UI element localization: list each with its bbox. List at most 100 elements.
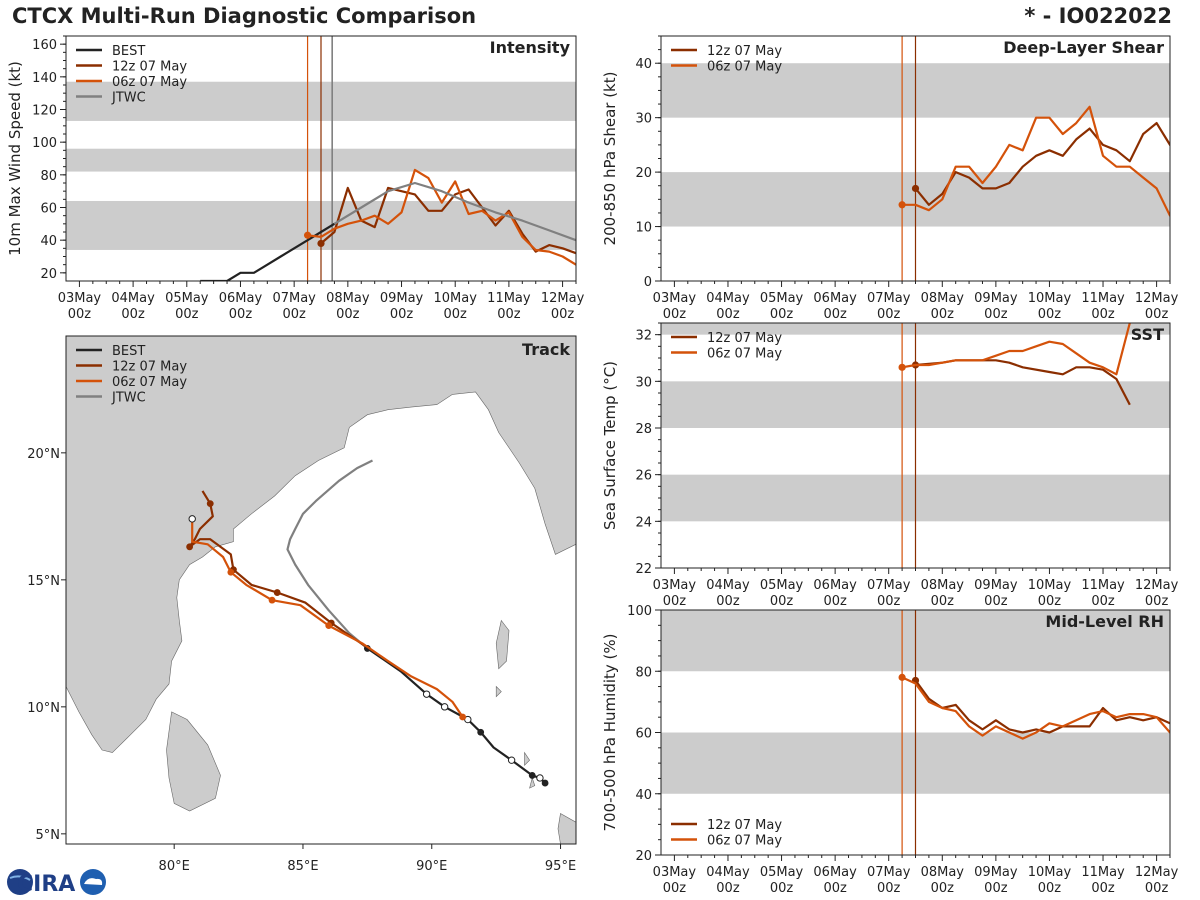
track-point-run06-14 [188,515,196,523]
landmass-island-2 [524,751,530,767]
intensity-x-tick-label-day: 08May [326,291,370,306]
cira-logo: CIRA [7,869,106,897]
track-point-run06-8 [268,596,276,604]
sst-y-tick-label: 28 [635,422,652,437]
shear-x-tick-label-day: 03May [653,291,697,306]
rh-legend-label-run06: 06z 07 May [707,834,782,849]
sst-y-tick-label: 32 [635,329,652,344]
intensity-panel: 2040608010012014016003May00z04May00z05Ma… [6,35,585,322]
shear-x-tick-label-hour: 00z [823,307,847,322]
shear-init-marker-run06 [898,201,906,209]
track-x-tick-label: 95°E [545,859,576,874]
rh-panel-title: Mid-Level RH [1045,612,1164,631]
rh-y-tick-label: 40 [635,788,652,803]
shear-init-marker-run12 [911,184,920,193]
shear-x-tick-label-day: 11May [1081,291,1125,306]
track-point-run12-13 [206,500,214,508]
rh-legend-label-run12: 12z 07 May [707,818,782,833]
track-point-run12-3 [273,589,281,596]
track-y-tick-label: 20°N [27,447,60,462]
sst-legend-label-run12: 12z 07 May [707,331,782,346]
rh-y-axis-label: 700-500 hPa Humidity (%) [601,633,619,831]
track-point-best-3 [507,756,516,764]
intensity-y-tick-label: 40 [40,234,57,249]
intensity-x-tick-label-day: 10May [433,291,477,306]
sst-x-tick-label-day: 08May [921,578,965,593]
track-point-run06-10 [227,568,235,576]
sst-x-tick-label-hour: 00z [663,594,687,609]
intensity-x-tick-label-hour: 00z [444,307,468,322]
intensity-legend-label-run06: 06z 07 May [112,75,187,90]
intensity-legend-label-best: BEST [112,44,145,59]
rh-x-tick-label-hour: 00z [1038,881,1062,896]
track-point-best-1 [536,774,544,782]
sst-y-tick-label: 30 [635,375,652,390]
sst-y-tick-label: 26 [635,469,652,484]
rh-x-tick-label-hour: 00z [931,881,955,896]
intensity-x-tick-label-day: 03May [58,291,102,306]
sst-x-tick-label-day: 09May [974,578,1018,593]
sst-x-tick-label-hour: 00z [716,594,740,609]
sst-x-tick-label-day: 04May [706,578,750,593]
shear-panel-title: Deep-Layer Shear [1003,38,1164,57]
sst-x-tick-label-hour: 00z [1038,594,1062,609]
rh-x-tick-label-day: 07May [867,865,911,880]
intensity-x-tick-label-hour: 00z [551,307,575,322]
track-legend-label-run12: 12z 07 May [112,360,187,375]
storm-id: * - IO022022 [1024,4,1172,28]
intensity-y-tick-label: 140 [32,71,57,86]
shear-x-tick-label-day: 08May [921,291,965,306]
intensity-x-tick-label-day: 09May [380,291,424,306]
intensity-x-tick-label-day: 11May [487,291,531,306]
rh-series-run12 [914,679,1170,734]
sst-plot-area [661,323,1170,568]
rh-series-run06 [901,676,1170,740]
sst-x-tick-label-hour: 00z [931,594,955,609]
shear-series-run06 [902,105,1170,217]
shear-y-tick-label: 30 [635,112,652,127]
track-point-run12-9 [186,543,194,551]
sst-init-marker-run06 [898,363,906,371]
rh-x-tick-label-day: 11May [1081,865,1125,880]
intensity-x-tick-label-hour: 00z [282,307,306,322]
track-legend-label-run06: 06z 07 May [112,375,187,390]
rh-x-tick-label-hour: 00z [1091,881,1115,896]
shear-x-tick-label-hour: 00z [877,307,901,322]
intensity-y-tick-label: 100 [32,136,57,151]
track-series-run06 [191,518,464,718]
track-x-tick-label: 85°E [287,859,318,874]
sst-x-tick-label-day: 12May [1135,578,1179,593]
shear-y-axis-label: 200-850 hPa Shear (kt) [601,72,619,246]
sst-x-tick-label-day: 03May [653,578,697,593]
rh-plot-area [661,610,1170,855]
logo-text: CIRA [17,872,75,897]
sst-y-axis-label: Sea Surface Temp (°C) [601,361,619,530]
shear-x-tick-label-day: 06May [813,291,857,306]
sst-x-tick-label-day: 11May [1081,578,1125,593]
shear-y-tick-label: 40 [635,57,652,72]
shear-x-tick-label-hour: 00z [1038,307,1062,322]
track-series-jtwc [286,459,373,650]
intensity-y-tick-label: 120 [32,104,57,119]
intensity-y-tick-label: 80 [40,169,57,184]
sst-series-run06 [901,323,1131,376]
shear-y-tick-label: 10 [635,221,652,236]
intensity-y-tick-label: 60 [40,202,57,217]
track-legend-label-best: BEST [112,344,145,359]
sst-x-tick-label-day: 10May [1028,578,1072,593]
track-x-tick-label: 90°E [416,859,447,874]
intensity-init-marker-run12 [317,239,325,248]
intensity-series-run12 [320,186,576,255]
track-panel: 80°E 85°E 90°E 95°E 5°N 10°N 15°N 20°N Track BEST… [27,335,577,874]
intensity-x-tick-label-hour: 00z [229,307,253,322]
shear-y-tick-label: 20 [635,166,652,181]
landmass-sumatra [557,813,576,844]
track-x-tick-label: 80°E [159,859,190,874]
intensity-y-axis-label: 10m Max Wind Speed (kt) [6,61,24,256]
shear-x-tick-label-hour: 00z [663,307,687,322]
intensity-x-tick-label-hour: 00z [497,307,521,322]
shear-series-run12 [914,122,1170,206]
track-point-run06-6 [325,622,333,629]
track-y-tick-label: 10°N [27,701,60,716]
track-point-best-5 [477,728,485,736]
